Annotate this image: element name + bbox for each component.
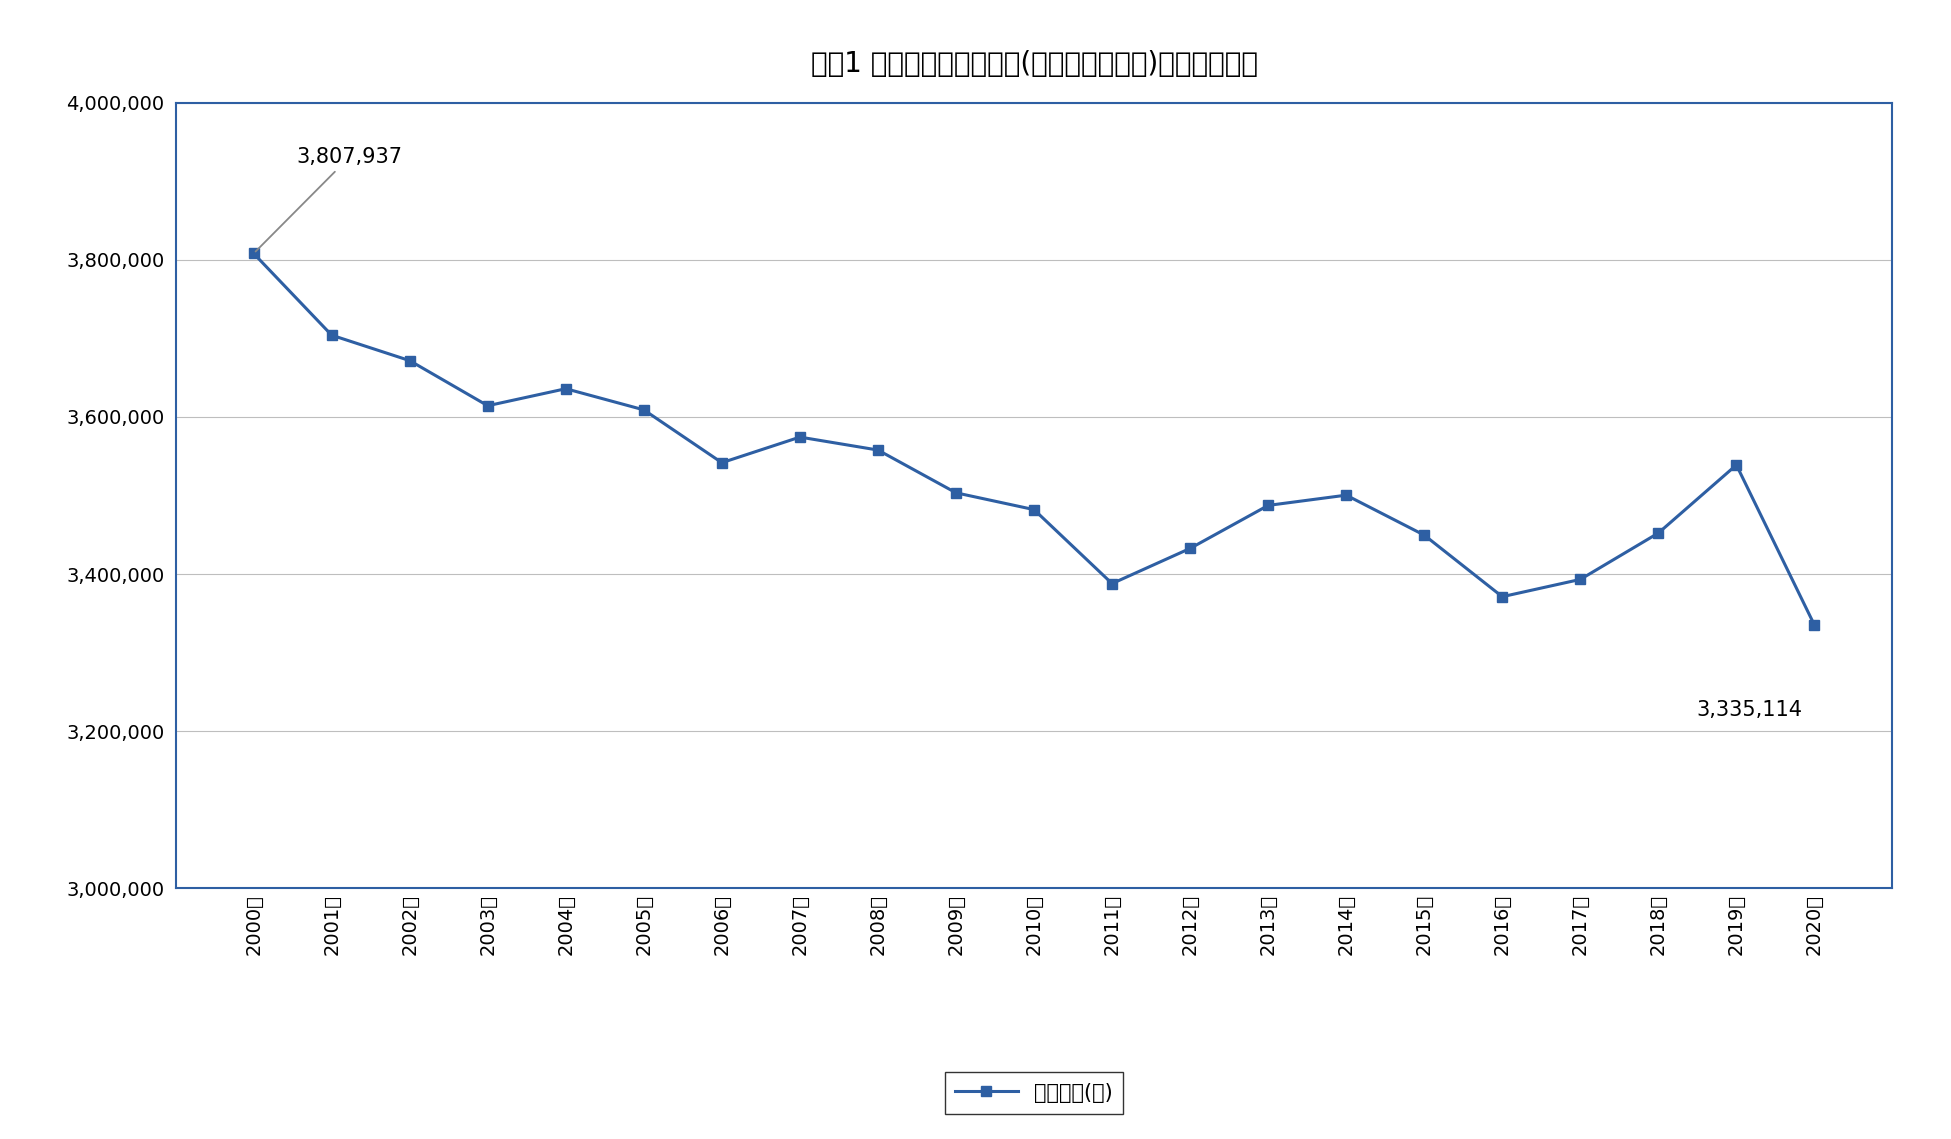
消費支出(円) xyxy=(554,382,577,395)
消費支出(円) xyxy=(476,399,499,412)
消費支出(円) xyxy=(1100,576,1124,590)
消費支出(円) xyxy=(398,354,421,368)
Title: 図表1 年間消費支出の推移(二人以上の世帯)家計調査年報: 図表1 年間消費支出の推移(二人以上の世帯)家計調査年報 xyxy=(810,50,1258,77)
消費支出(円) xyxy=(632,403,656,417)
Legend: 消費支出(円): 消費支出(円) xyxy=(944,1073,1124,1114)
消費支出(円) xyxy=(1178,541,1202,555)
Text: 3,807,937: 3,807,937 xyxy=(256,147,402,252)
消費支出(円) xyxy=(1803,618,1826,632)
消費支出(円) xyxy=(1413,528,1436,542)
消費支出(円) xyxy=(1569,573,1592,587)
消費支出(円) xyxy=(1022,502,1046,516)
消費支出(円) xyxy=(944,486,968,500)
消費支出(円) xyxy=(320,328,343,342)
消費支出(円) xyxy=(1256,499,1280,513)
消費支出(円) xyxy=(1725,458,1748,472)
消費支出(円) xyxy=(866,443,890,457)
消費支出(円) xyxy=(788,431,812,444)
Text: 3,335,114: 3,335,114 xyxy=(1697,699,1803,720)
Line: 消費支出(円): 消費支出(円) xyxy=(250,248,1818,630)
消費支出(円) xyxy=(1647,526,1670,540)
消費支出(円) xyxy=(242,247,265,261)
消費支出(円) xyxy=(1491,590,1514,604)
消費支出(円) xyxy=(710,456,734,469)
消費支出(円) xyxy=(1334,489,1358,502)
